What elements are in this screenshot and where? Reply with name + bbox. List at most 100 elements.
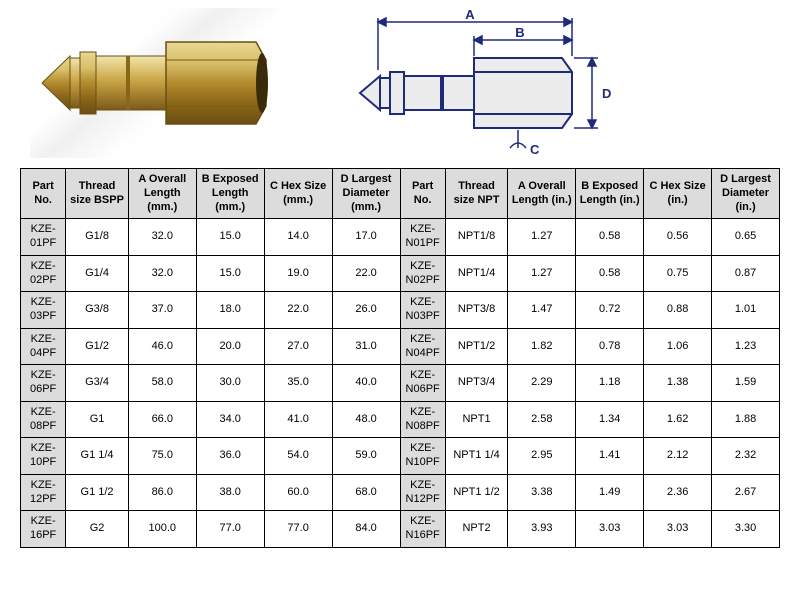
cell-part-in: KZE-N10PF [400,438,445,475]
cell-part-mm: KZE-10PF [21,438,66,475]
cell-b-mm: 15.0 [196,219,264,256]
cell-thread-mm: G2 [66,511,129,548]
cell-c-in: 1.62 [644,401,712,438]
cell-c-in: 1.06 [644,328,712,365]
cell-a-in: 3.93 [508,511,576,548]
cell-part-mm: KZE-04PF [21,328,66,365]
cell-part-in: KZE-N02PF [400,255,445,292]
cell-d-mm: 17.0 [332,219,400,256]
cell-d-in: 2.32 [712,438,780,475]
table-row: KZE-06PFG3/458.030.035.040.0KZE-N06PFNPT… [21,365,780,402]
cell-part-in: KZE-N12PF [400,474,445,511]
col-c-mm: C Hex Size (mm.) [264,169,332,219]
cell-part-in: KZE-N06PF [400,365,445,402]
cell-d-in: 1.59 [712,365,780,402]
cell-c-in: 0.75 [644,255,712,292]
cell-part-in: KZE-N04PF [400,328,445,365]
cell-c-mm: 22.0 [264,292,332,329]
cell-part-in: KZE-N16PF [400,511,445,548]
col-part-in: Part No. [400,169,445,219]
cell-a-mm: 58.0 [128,365,196,402]
table-row: KZE-08PFG166.034.041.048.0KZE-N08PFNPT12… [21,401,780,438]
cell-a-mm: 66.0 [128,401,196,438]
dimension-diagram: A B D C [340,8,620,158]
table-row: KZE-10PFG1 1/475.036.054.059.0KZE-N10PFN… [21,438,780,475]
cell-c-mm: 54.0 [264,438,332,475]
cell-part-in: KZE-N03PF [400,292,445,329]
cell-b-mm: 38.0 [196,474,264,511]
spec-table: Part No. Thread size BSPP A Overall Leng… [20,168,780,548]
cell-b-in: 1.49 [576,474,644,511]
cell-b-in: 1.34 [576,401,644,438]
cell-thread-in: NPT1 [445,401,508,438]
table-row: KZE-03PFG3/837.018.022.026.0KZE-N03PFNPT… [21,292,780,329]
cell-part-mm: KZE-16PF [21,511,66,548]
dim-label-c: C [530,142,540,157]
cell-thread-mm: G3/8 [66,292,129,329]
cell-a-in: 1.27 [508,255,576,292]
cell-c-mm: 60.0 [264,474,332,511]
cell-thread-in: NPT3/4 [445,365,508,402]
col-a-in: A Overall Length (in.) [508,169,576,219]
cell-thread-mm: G1/2 [66,328,129,365]
col-d-mm: D Largest Diameter (mm.) [332,169,400,219]
cell-part-mm: KZE-08PF [21,401,66,438]
cell-d-mm: 59.0 [332,438,400,475]
cell-a-in: 1.47 [508,292,576,329]
cell-d-mm: 31.0 [332,328,400,365]
table-row: KZE-04PFG1/246.020.027.031.0KZE-N04PFNPT… [21,328,780,365]
cell-a-in: 2.29 [508,365,576,402]
cell-c-mm: 41.0 [264,401,332,438]
cell-b-mm: 15.0 [196,255,264,292]
col-c-in: C Hex Size (in.) [644,169,712,219]
cell-thread-in: NPT3/8 [445,292,508,329]
cell-part-mm: KZE-06PF [21,365,66,402]
dim-label-d: D [602,86,611,101]
cell-c-in: 3.03 [644,511,712,548]
col-b-in: B Exposed Length (in.) [576,169,644,219]
cell-thread-mm: G1 1/2 [66,474,129,511]
cell-thread-in: NPT1 1/4 [445,438,508,475]
cell-part-mm: KZE-02PF [21,255,66,292]
cell-b-mm: 20.0 [196,328,264,365]
cell-thread-mm: G1 1/4 [66,438,129,475]
col-b-mm: B Exposed Length (mm.) [196,169,264,219]
col-a-mm: A Overall Length (mm.) [128,169,196,219]
cell-d-mm: 48.0 [332,401,400,438]
cell-part-mm: KZE-03PF [21,292,66,329]
col-thread-mm: Thread size BSPP [66,169,129,219]
cell-d-in: 2.67 [712,474,780,511]
image-row: A B D C [20,8,780,158]
cell-c-in: 2.36 [644,474,712,511]
cell-a-in: 2.58 [508,401,576,438]
cell-c-mm: 19.0 [264,255,332,292]
cell-d-mm: 22.0 [332,255,400,292]
cell-d-in: 1.01 [712,292,780,329]
cell-b-mm: 30.0 [196,365,264,402]
table-row: KZE-12PFG1 1/286.038.060.068.0KZE-N12PFN… [21,474,780,511]
cell-thread-in: NPT1/4 [445,255,508,292]
cell-c-in: 0.56 [644,219,712,256]
cell-a-in: 1.27 [508,219,576,256]
cell-b-in: 1.41 [576,438,644,475]
cell-d-in: 1.23 [712,328,780,365]
cell-c-in: 0.88 [644,292,712,329]
cell-part-in: KZE-N08PF [400,401,445,438]
cell-part-mm: KZE-01PF [21,219,66,256]
cell-thread-mm: G1/4 [66,255,129,292]
cell-b-mm: 77.0 [196,511,264,548]
cell-c-mm: 35.0 [264,365,332,402]
cell-c-mm: 77.0 [264,511,332,548]
table-row: KZE-16PFG2100.077.077.084.0KZE-N16PFNPT2… [21,511,780,548]
dim-label-b: B [515,25,524,40]
cell-b-in: 0.58 [576,255,644,292]
cell-b-mm: 34.0 [196,401,264,438]
cell-d-mm: 84.0 [332,511,400,548]
cell-b-mm: 36.0 [196,438,264,475]
cell-thread-in: NPT1/2 [445,328,508,365]
cell-a-in: 2.95 [508,438,576,475]
cell-thread-in: NPT1/8 [445,219,508,256]
cell-a-mm: 100.0 [128,511,196,548]
col-d-in: D Largest Diameter (in.) [712,169,780,219]
cell-a-mm: 46.0 [128,328,196,365]
